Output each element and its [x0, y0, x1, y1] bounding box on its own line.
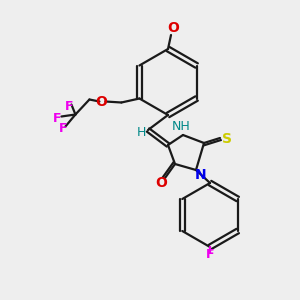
Text: N: N	[195, 168, 207, 182]
Text: O: O	[155, 176, 167, 190]
Text: S: S	[222, 132, 232, 146]
Text: H: H	[136, 125, 146, 139]
Text: F: F	[53, 112, 62, 125]
Text: F: F	[65, 100, 74, 113]
Text: O: O	[167, 21, 179, 35]
Text: O: O	[95, 94, 107, 109]
Text: F: F	[59, 122, 68, 135]
Text: NH: NH	[172, 119, 190, 133]
Text: F: F	[206, 248, 214, 262]
